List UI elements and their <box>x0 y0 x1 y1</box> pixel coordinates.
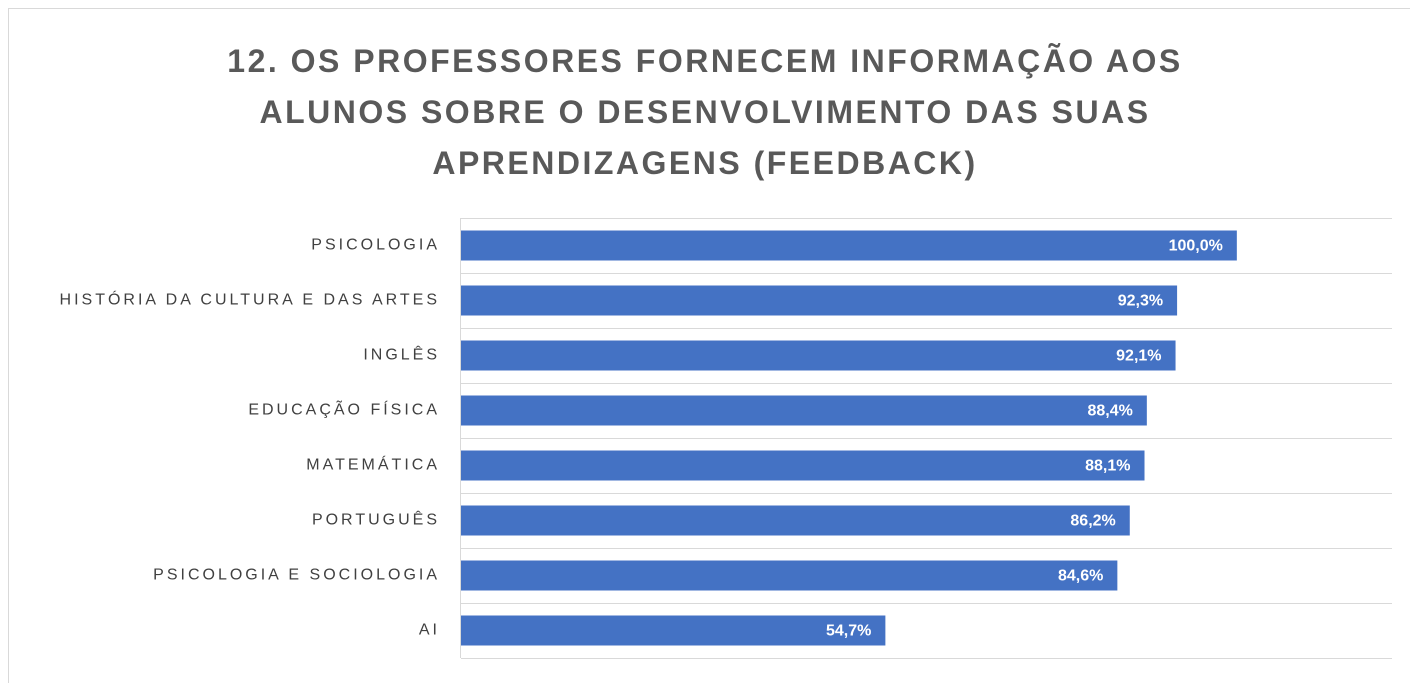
bar <box>461 450 1145 481</box>
value-label: 92,1% <box>1116 348 1161 365</box>
value-label: 86,2% <box>1070 513 1115 530</box>
bar <box>461 560 1118 591</box>
category-label: EDUCAÇÃO FÍSICA <box>248 399 440 419</box>
category-label: AI <box>419 622 440 639</box>
value-label: 84,6% <box>1058 568 1103 585</box>
chart-title: 12. OS PROFESSORES FORNECEM INFORMAÇÃO A… <box>227 43 1183 181</box>
category-label: MATEMÁTICA <box>306 455 440 474</box>
category-label: INGLÊS <box>363 345 440 364</box>
bar <box>461 615 886 646</box>
category-label: PSICOLOGIA <box>311 237 440 254</box>
value-label: 88,4% <box>1087 403 1132 420</box>
bar <box>461 230 1237 261</box>
category-label: HISTÓRIA DA CULTURA E DAS ARTES <box>60 290 440 309</box>
value-label: 88,1% <box>1085 458 1130 475</box>
category-label: PORTUGUÊS <box>312 510 440 529</box>
frame-border <box>8 8 1410 683</box>
category-label: PSICOLOGIA E SOCIOLOGIA <box>153 567 440 584</box>
value-label: 92,3% <box>1118 293 1163 310</box>
bar <box>461 395 1147 426</box>
bar <box>461 340 1176 371</box>
bar <box>461 285 1178 316</box>
value-label: 100,0% <box>1169 238 1223 255</box>
value-label: 54,7% <box>826 623 871 640</box>
bar <box>461 505 1130 536</box>
